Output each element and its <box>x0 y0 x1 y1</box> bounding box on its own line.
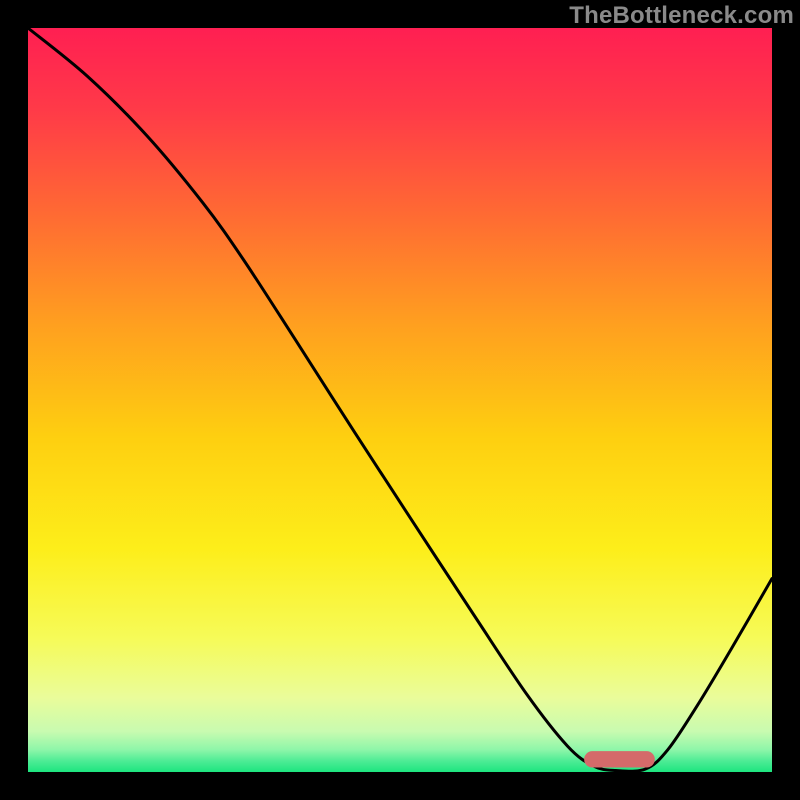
optimal-marker <box>584 751 655 767</box>
watermark-label: TheBottleneck.com <box>569 2 794 30</box>
plot-area <box>28 28 772 772</box>
line-chart <box>28 28 772 772</box>
chart-frame: TheBottleneck.com <box>0 0 800 800</box>
bottleneck-curve <box>28 28 772 771</box>
